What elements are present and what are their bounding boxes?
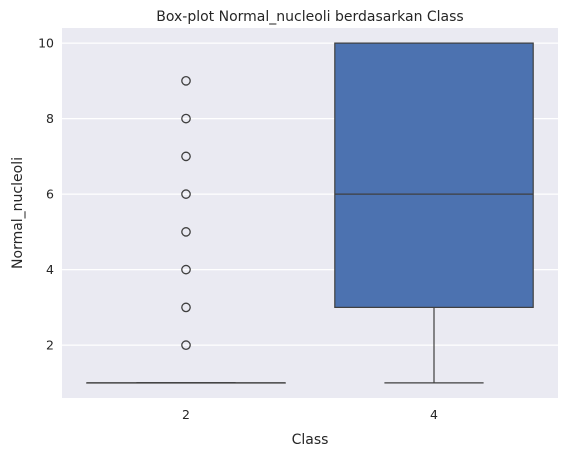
y-tick-label-6: 6 (46, 187, 54, 202)
boxes (86, 42, 534, 384)
outlier-point-2-6 (181, 189, 191, 199)
outlier-point-2-5 (181, 227, 191, 237)
x-tick-label-4: 4 (430, 407, 438, 422)
outlier-point-2-3 (181, 302, 191, 313)
box-group-2 (86, 76, 286, 384)
x-tick-label-2: 2 (182, 407, 190, 422)
y-tick-label-10: 10 (38, 36, 54, 51)
tick-labels: 2 4 6 8 10 2 4 (38, 36, 438, 422)
outlier-point-2-9 (181, 76, 191, 86)
y-tick-label-2: 2 (46, 338, 54, 353)
outlier-point-2-4 (181, 264, 191, 275)
box-group-4 (334, 42, 534, 384)
chart-title: Box-plot Normal_nucleoli berdasarkan Cla… (156, 9, 463, 25)
box-4 (334, 42, 534, 308)
outlier-point-2-2 (181, 340, 191, 350)
y-tick-label-8: 8 (46, 111, 54, 126)
x-axis-label: Class (292, 432, 329, 448)
outlier-point-2-8 (181, 113, 191, 124)
outlier-point-2-7 (181, 151, 191, 162)
y-axis-label: Normal_nucleoli (10, 157, 26, 269)
y-tick-label-4: 4 (46, 262, 54, 277)
